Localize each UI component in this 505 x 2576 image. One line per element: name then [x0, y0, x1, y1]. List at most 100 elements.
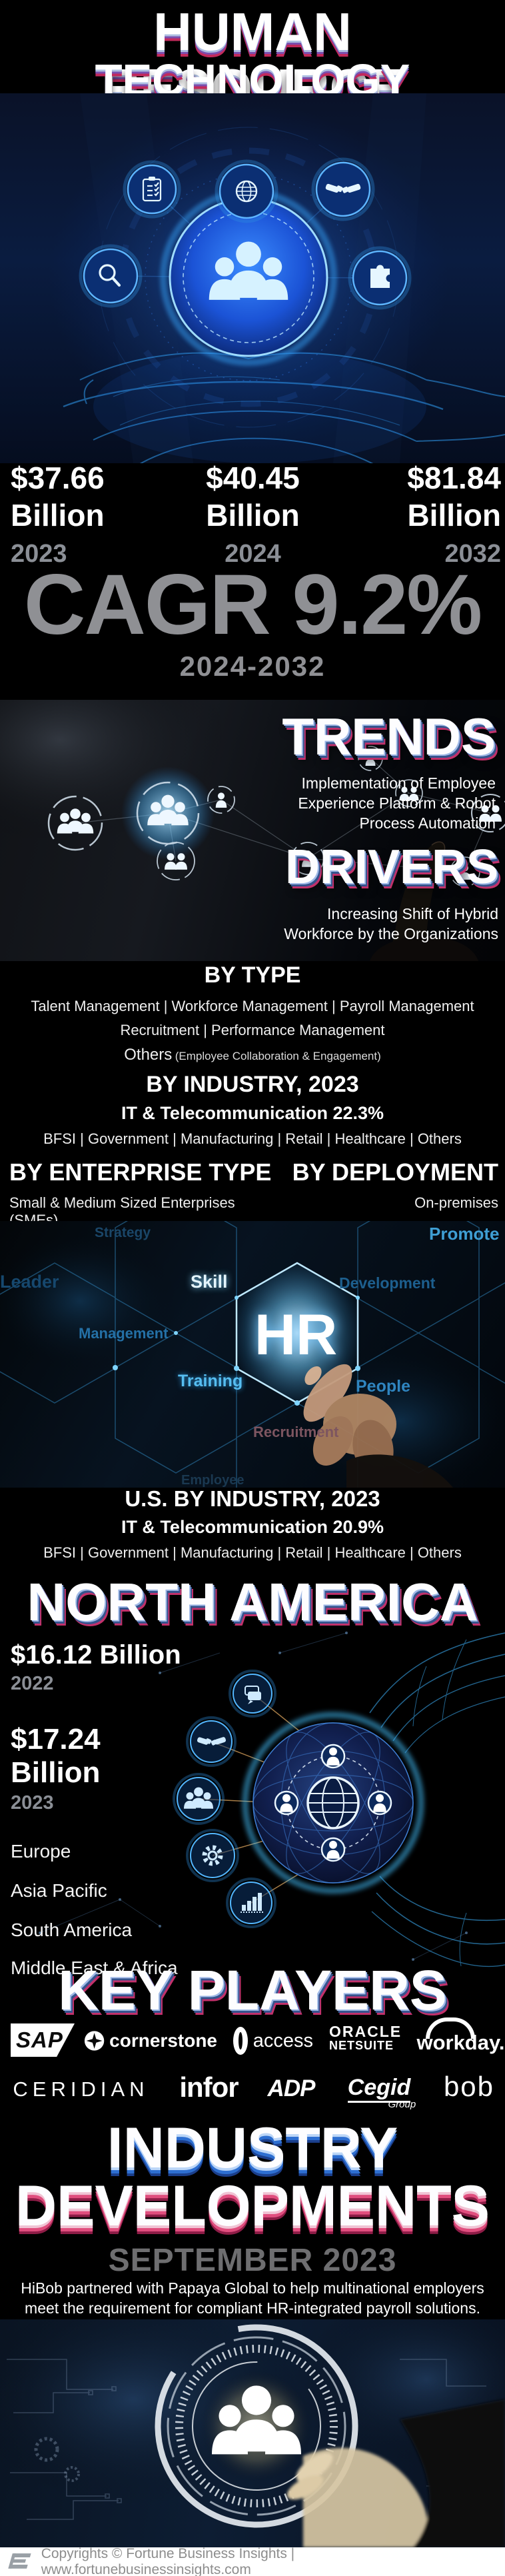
- value-amount: $81.84: [407, 461, 501, 495]
- us-by-industry-segments: BFSI | Government | Manufacturing | Reta…: [43, 1544, 462, 1561]
- human-hand: [286, 2399, 505, 2547]
- logo-bob: bob: [443, 2071, 495, 2102]
- people-icon: [173, 1773, 225, 1825]
- wireframe-hand-mesh: [369, 1632, 505, 1967]
- by-deployment-item1: On-premises: [414, 1194, 498, 1211]
- wireframe-hand: [63, 352, 505, 463]
- logo-sap: SAP: [9, 2023, 76, 2057]
- value-amount: $40.45: [206, 461, 300, 495]
- footer-copyright: Copyrights © Fortune Business Insights |…: [41, 2545, 295, 2576]
- logo-cegid: Cegid Group: [336, 2070, 422, 2110]
- logo-cornerstone: cornerstone: [84, 2025, 217, 2057]
- bar-chart-icon: [226, 1878, 276, 1928]
- hexword-leader: Leader: [0, 1272, 59, 1292]
- cornerstone-star-icon: [84, 2031, 105, 2051]
- hexword-people: People: [356, 1377, 410, 1396]
- by-enterprise-title: BY ENTERPRISE TYPE: [9, 1158, 272, 1186]
- north-america-title-row: NORTH AMERICA: [0, 1574, 505, 1630]
- trends-block: TRENDS Implementation of Employee Experi…: [216, 709, 496, 833]
- by-type-row1: Talent Management | Workforce Management…: [31, 998, 474, 1014]
- region-south-america: South America: [11, 1920, 133, 1940]
- region-mea: Middle East & Africa: [11, 1957, 178, 1978]
- industry-developments-date-row: SEPTEMBER 2023: [0, 2242, 505, 2279]
- drivers-title: DRIVERS: [284, 840, 498, 894]
- region-asia-pacific: Asia Pacific: [11, 1880, 107, 1901]
- globe-network-icon: [274, 1744, 392, 1862]
- sap-badge: SAP: [11, 2023, 75, 2057]
- hexword-promote: Promote: [429, 1224, 500, 1244]
- access-ring-icon: [233, 2027, 248, 2055]
- by-type-section: BY TYPE Talent Management | Workforce Ma…: [0, 962, 505, 1064]
- us-by-industry-leader: IT & Telecommunication 20.9%: [121, 1517, 384, 1537]
- hexagon-grid: [0, 1221, 505, 1488]
- value-unit: Billion: [11, 498, 105, 533]
- cegid-wordmark: Cegid Group: [347, 2074, 416, 2110]
- trends-description: Implementation of Employee Experience Pl…: [298, 774, 496, 832]
- market-value-2032: $81.84 Billion 2032: [348, 461, 501, 569]
- logo-access: access: [233, 2025, 313, 2057]
- workday-wordmark: workday.: [416, 2017, 505, 2055]
- industry-developments-date: SEPTEMBER 2023: [108, 2243, 397, 2278]
- logo-oracle-netsuite: ORACLE NETSUITE: [329, 2023, 402, 2053]
- by-enterprise-item1: Small & Medium Sized Enterprises (SMEs): [9, 1194, 235, 1228]
- globe-hand-graphic: [39, 1632, 505, 1967]
- key-players-title-row: KEY PLAYERS: [0, 1961, 505, 2019]
- logo-ceridian: CERIDIAN: [13, 2077, 149, 2101]
- logo-adp: ADP: [267, 2075, 316, 2101]
- by-industry-section: BY INDUSTRY, 2023 IT & Telecommunication…: [0, 1072, 505, 1148]
- logo-infor: infor: [179, 2071, 239, 2103]
- hero-graphic: [49, 93, 505, 463]
- handshake-icon: [186, 1716, 237, 1767]
- hexword-development: Development: [339, 1274, 436, 1292]
- north-america-section: $16.12 Billion 2022 $17.24 Billion 2023 …: [0, 1613, 505, 1986]
- na-value-2022: $16.12 Billion: [11, 1640, 181, 1670]
- north-america-title: NORTH AMERICA: [27, 1572, 478, 1632]
- key-players-title: KEY PLAYERS: [58, 1959, 447, 2021]
- industry-developments-title1-row: INDUSTRY: [0, 2118, 505, 2178]
- drivers-description: Increasing Shift of Hybrid Workforce by …: [284, 905, 498, 942]
- industry-developments-title1: INDUSTRY: [107, 2116, 398, 2180]
- hexword-training: Training: [178, 1372, 243, 1390]
- na-value-2023-amount: $17.24: [11, 1723, 101, 1756]
- by-type-others-row: Others (Employee Collaboration & Engagem…: [0, 1046, 505, 1064]
- logo-workday: workday.: [416, 2017, 505, 2058]
- hr-collage-image: Strategy Promote Leader Skill Developmen…: [0, 1221, 505, 1488]
- trends-title: TRENDS: [282, 707, 496, 766]
- by-type-others: Others: [124, 1046, 173, 1064]
- na-value-2023-unit: Billion: [11, 1756, 101, 1789]
- by-industry-segments: BFSI | Government | Manufacturing | Reta…: [43, 1130, 462, 1147]
- value-year: 2023: [11, 540, 67, 568]
- drivers-block: DRIVERS Increasing Shift of Hybrid Workf…: [212, 841, 498, 944]
- value-amount: $37.66: [11, 461, 105, 495]
- clipboard-icon: [123, 160, 181, 219]
- industry-developments-title2-row: DEVELOPMENTS: [0, 2175, 505, 2237]
- handshake-icon: [311, 157, 375, 221]
- hr-center-label: HR: [254, 1303, 338, 1367]
- market-value-2024: $40.45 Billion 2024: [175, 461, 331, 569]
- puzzle-icon: [348, 246, 412, 310]
- region-europe: Europe: [11, 1841, 71, 1862]
- bottom-image: [0, 2319, 505, 2547]
- by-type-row2: Recruitment | Performance Management: [120, 1022, 385, 1038]
- value-unit: Billion: [206, 498, 300, 533]
- hand-touching-hr: [303, 1364, 453, 1488]
- us-by-industry-section: U.S. BY INDUSTRY, 2023 IT & Telecommunic…: [0, 1486, 505, 1562]
- person-node-icons: [274, 1744, 392, 1862]
- cagr-block: CAGR 9.2% 2024-2032: [0, 563, 505, 682]
- na-orbit-icons: [173, 1670, 276, 1928]
- hexword-recruitment: Recruitment: [253, 1424, 339, 1440]
- value-year: 2032: [444, 540, 501, 568]
- footer: Copyrights © Fortune Business Insights |…: [0, 2545, 505, 2576]
- na-year-2022: 2022: [11, 1673, 54, 1694]
- gear-icon: [186, 1829, 239, 1882]
- hero-satellites: [79, 157, 412, 310]
- us-by-industry-title: U.S. BY INDUSTRY, 2023: [125, 1486, 380, 1511]
- by-industry-title: BY INDUSTRY, 2023: [146, 1072, 359, 1097]
- chat-icon: [229, 1670, 276, 1718]
- hexword-management: Management: [79, 1325, 169, 1342]
- na-year-2023: 2023: [11, 1792, 54, 1814]
- by-deployment-title: BY DEPLOYMENT: [292, 1158, 498, 1186]
- trends-drivers-section: TRENDS Implementation of Employee Experi…: [0, 700, 505, 961]
- hexword-employee: Employee: [181, 1473, 245, 1488]
